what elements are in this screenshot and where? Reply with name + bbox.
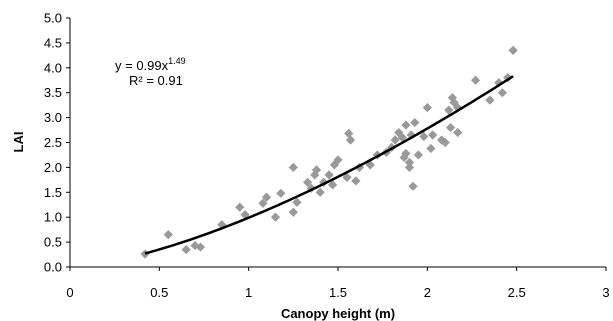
data-point: [419, 131, 429, 142]
x-tick-label: 0.5: [150, 285, 168, 300]
data-point: [372, 150, 382, 160]
fit-equation-exponent: 1.49: [168, 56, 186, 66]
x-axis-ticks: 0 0.5 1 1.5 2 2.5 3: [66, 267, 610, 300]
x-tick-label: 2.5: [508, 285, 526, 300]
data-point: [195, 242, 206, 252]
data-point: [324, 170, 334, 180]
y-tick-label: 2.5: [44, 135, 62, 150]
y-tick-label: 4.5: [44, 35, 62, 50]
data-point: [503, 73, 513, 83]
data-point: [401, 120, 411, 130]
data-point: [408, 181, 418, 191]
x-tick-label: 3: [602, 285, 609, 300]
fit-curve: [144, 75, 514, 255]
data-point: [311, 165, 322, 175]
data-point: [163, 230, 173, 240]
x-tick-label: 2: [424, 285, 431, 300]
data-point: [276, 188, 286, 198]
data-point: [394, 127, 404, 138]
data-point: [485, 95, 495, 105]
data-point: [426, 143, 436, 154]
data-point: [406, 130, 416, 140]
y-tick-label: 4.0: [44, 60, 62, 75]
y-tick-label: 5.0: [44, 11, 62, 26]
data-point: [292, 197, 302, 207]
data-point: [445, 122, 456, 133]
y-axis-ticks: 0.0 0.5 1.0 1.5 2.0 2.5 3.0 3.5 4.0 4.5 5.0: [44, 11, 70, 275]
data-point: [261, 192, 272, 202]
x-axis-title: Canopy height (m): [281, 306, 395, 321]
data-point: [329, 160, 340, 170]
fit-equation-base: y = 0.99x: [115, 58, 169, 73]
data-point: [444, 105, 454, 115]
y-tick-label: 3.5: [44, 85, 62, 100]
y-tick-label: 1.0: [44, 210, 62, 225]
data-point: [288, 162, 298, 172]
data-point: [344, 128, 354, 139]
data-point: [404, 162, 415, 172]
data-point: [288, 207, 298, 217]
plot-area: 0.0 0.5 1.0 1.5 2.0 2.5 3.0 3.5 4.0 4.5 5.0 0 0.5 1 1…: [44, 11, 610, 301]
data-point: [270, 212, 281, 222]
data-point: [345, 135, 356, 145]
data-point: [397, 132, 407, 143]
y-tick-label: 3.0: [44, 110, 62, 125]
y-tick-label: 0.5: [44, 235, 62, 250]
y-axis-title: LAI: [11, 132, 26, 153]
data-point: [470, 75, 481, 85]
data-point: [351, 176, 361, 186]
data-point: [440, 137, 450, 148]
y-tick-label: 1.5: [44, 185, 62, 200]
data-point: [342, 172, 352, 182]
fit-equation: y = 0.99x1.49: [115, 56, 186, 73]
data-point: [410, 117, 420, 128]
data-point: [333, 155, 343, 165]
y-tick-label: 2.0: [44, 160, 62, 175]
data-point: [449, 98, 459, 108]
y-tick-label: 0.0: [44, 260, 62, 275]
r-squared-label: R² = 0.91: [129, 73, 183, 88]
data-point: [497, 88, 507, 98]
data-point: [390, 135, 400, 145]
data-points: [140, 45, 518, 259]
data-point: [453, 127, 463, 138]
data-point: [306, 183, 316, 193]
x-tick-label: 0: [66, 285, 73, 300]
data-point: [508, 45, 518, 55]
data-point: [413, 150, 423, 160]
data-point: [428, 130, 438, 140]
data-point: [181, 244, 191, 255]
x-tick-label: 1: [245, 285, 252, 300]
x-tick-label: 1.5: [329, 285, 347, 300]
data-point: [365, 160, 375, 170]
data-point: [315, 187, 325, 197]
data-point: [404, 157, 415, 168]
data-point: [303, 177, 313, 187]
data-point: [401, 148, 411, 159]
data-point: [422, 103, 432, 113]
data-point: [399, 152, 409, 163]
data-point: [494, 78, 504, 88]
data-point: [328, 180, 338, 190]
data-point: [235, 202, 245, 212]
data-point: [140, 249, 150, 259]
data-point: [258, 198, 268, 208]
